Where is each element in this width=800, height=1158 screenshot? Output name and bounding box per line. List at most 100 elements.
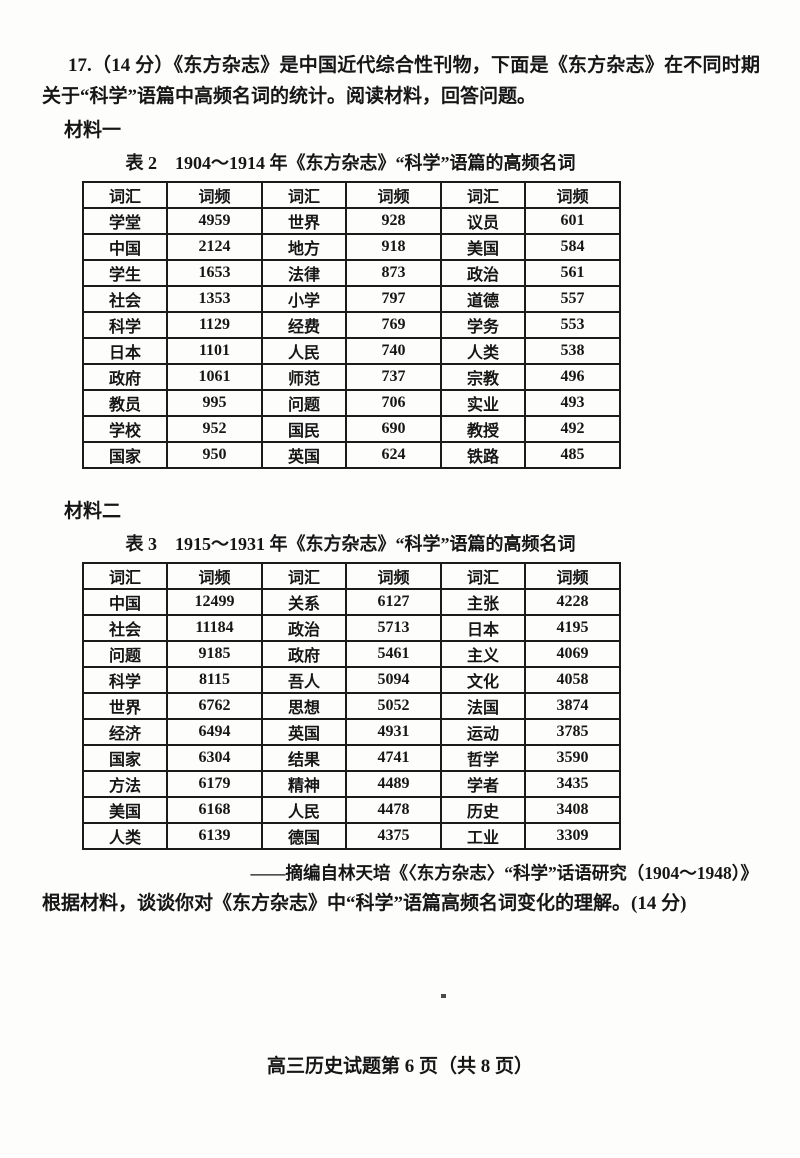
frequency-cell: 1101 — [166, 337, 263, 365]
frequency-cell: 1353 — [166, 285, 263, 313]
word-cell: 精神 — [261, 770, 347, 798]
frequency-cell: 557 — [524, 285, 621, 313]
word-cell: 国民 — [261, 415, 347, 443]
word-cell: 德国 — [261, 822, 347, 850]
word-cell: 社会 — [82, 614, 168, 642]
frequency-cell: 6304 — [166, 744, 263, 772]
question-intro: 17.（14 分）《东方杂志》是中国近代综合性刊物，下面是《东方杂志》在不同时期… — [42, 55, 760, 107]
word-cell: 人民 — [261, 337, 347, 365]
table-header-row: 词汇 词频 词汇 词频 词汇 词频 — [82, 562, 621, 590]
question-prompt: 根据材料，谈谈你对《东方杂志》中“科学”语篇高频名词变化的理解。(14 分) — [42, 893, 687, 914]
table-header-row: 词汇 词频 词汇 词频 词汇 词频 — [82, 181, 621, 209]
frequency-cell: 950 — [166, 441, 263, 469]
word-header-cell: 词汇 — [82, 562, 168, 590]
word-cell: 日本 — [82, 337, 168, 365]
word-cell: 方法 — [82, 770, 168, 798]
frequency-cell: 485 — [524, 441, 621, 469]
frequency-cell: 5052 — [345, 692, 442, 720]
word-cell: 实业 — [440, 389, 526, 417]
table-2-block: 表 2 1904～1914 年《东方杂志》“科学”语篇的高频名词 词汇 词频 词汇词… — [82, 152, 621, 469]
word-cell: 主义 — [440, 640, 526, 668]
word-cell: 关系 — [261, 588, 347, 616]
word-cell: 议员 — [440, 207, 526, 235]
word-cell: 科学 — [82, 311, 168, 339]
word-cell: 问题 — [82, 640, 168, 668]
frequency-cell: 2124 — [166, 233, 263, 261]
frequency-cell: 706 — [345, 389, 442, 417]
table-2-title: 表 2 1904～1914 年《东方杂志》“科学”语篇的高频名词 — [125, 153, 576, 173]
frequency-cell: 1653 — [166, 259, 263, 287]
frequency-header-cell: 词频 — [345, 562, 442, 590]
word-cell: 人类 — [82, 822, 168, 850]
table-row: 学校 952 国民 690 教授 492 — [82, 415, 621, 443]
word-cell: 世界 — [261, 207, 347, 235]
word-cell: 结果 — [261, 744, 347, 772]
word-cell: 世界 — [82, 692, 168, 720]
frequency-cell: 553 — [524, 311, 621, 339]
table-3-title: 表 3 1915～1931 年《东方杂志》“科学”语篇的高频名词 — [125, 534, 576, 554]
frequency-cell: 5094 — [345, 666, 442, 694]
frequency-cell: 6127 — [345, 588, 442, 616]
frequency-cell: 8115 — [166, 666, 263, 694]
word-cell: 学校 — [82, 415, 168, 443]
word-cell: 社会 — [82, 285, 168, 313]
frequency-cell: 740 — [345, 337, 442, 365]
word-cell: 地方 — [261, 233, 347, 261]
frequency-header-cell: 词频 — [166, 181, 263, 209]
word-cell: 学堂 — [82, 207, 168, 235]
table-row: 社会 11184 政治 5713 日本 4195 — [82, 614, 621, 642]
frequency-header-cell: 词频 — [166, 562, 263, 590]
frequency-cell: 1061 — [166, 363, 263, 391]
frequency-cell: 492 — [524, 415, 621, 443]
frequency-cell: 6139 — [166, 822, 263, 850]
frequency-cell: 3408 — [524, 796, 621, 824]
word-cell: 美国 — [440, 233, 526, 261]
frequency-cell: 4195 — [524, 614, 621, 642]
frequency-cell: 601 — [524, 207, 621, 235]
word-cell: 运动 — [440, 718, 526, 746]
frequency-cell: 493 — [524, 389, 621, 417]
frequency-cell: 3309 — [524, 822, 621, 850]
word-cell: 法国 — [440, 692, 526, 720]
word-cell: 学生 — [82, 259, 168, 287]
frequency-cell: 538 — [524, 337, 621, 365]
frequency-cell: 873 — [345, 259, 442, 287]
page-footer: 高三历史试题第 6 页（共 8 页） — [266, 1056, 533, 1077]
word-cell: 中国 — [82, 233, 168, 261]
word-header-cell: 词汇 — [440, 181, 526, 209]
word-cell: 科学 — [82, 666, 168, 694]
frequency-cell: 952 — [166, 415, 263, 443]
frequency-cell: 4058 — [524, 666, 621, 694]
frequency-cell: 3785 — [524, 718, 621, 746]
citation: ——摘编自林天培《〈东方杂志〉“科学”话语研究（1904～1948）》 — [250, 863, 759, 883]
table-row: 方法 6179 精神 4489 学者 3435 — [82, 770, 621, 798]
word-header-cell: 词汇 — [440, 562, 526, 590]
frequency-cell: 561 — [524, 259, 621, 287]
frequency-cell: 4959 — [166, 207, 263, 235]
word-cell: 国家 — [82, 744, 168, 772]
word-cell: 教员 — [82, 389, 168, 417]
frequency-cell: 4228 — [524, 588, 621, 616]
table-row: 中国 2124 地方 918 美国 584 — [82, 233, 621, 261]
word-cell: 经费 — [261, 311, 347, 339]
word-cell: 道德 — [440, 285, 526, 313]
word-cell: 哲学 — [440, 744, 526, 772]
material-1-label: 材料一 — [64, 120, 122, 141]
table-3-block: 表 3 1915～1931 年《东方杂志》“科学”语篇的高频名词 词汇 词频 词汇词… — [82, 533, 621, 850]
word-cell: 铁路 — [440, 441, 526, 469]
frequency-cell: 928 — [345, 207, 442, 235]
frequency-cell: 3874 — [524, 692, 621, 720]
frequency-cell: 4931 — [345, 718, 442, 746]
word-cell: 吾人 — [261, 666, 347, 694]
word-cell: 国家 — [82, 441, 168, 469]
frequency-cell: 4489 — [345, 770, 442, 798]
word-cell: 问题 — [261, 389, 347, 417]
frequency-cell: 12499 — [166, 588, 263, 616]
word-cell: 历史 — [440, 796, 526, 824]
word-cell: 中国 — [82, 588, 168, 616]
frequency-cell: 797 — [345, 285, 442, 313]
table-3: 词汇 词频 词汇 词频 词汇 词频 中国 12499 关系 6127 主张 4228 社会 11184 政治… — [82, 562, 621, 850]
frequency-cell: 4375 — [345, 822, 442, 850]
word-cell: 政府 — [82, 363, 168, 391]
